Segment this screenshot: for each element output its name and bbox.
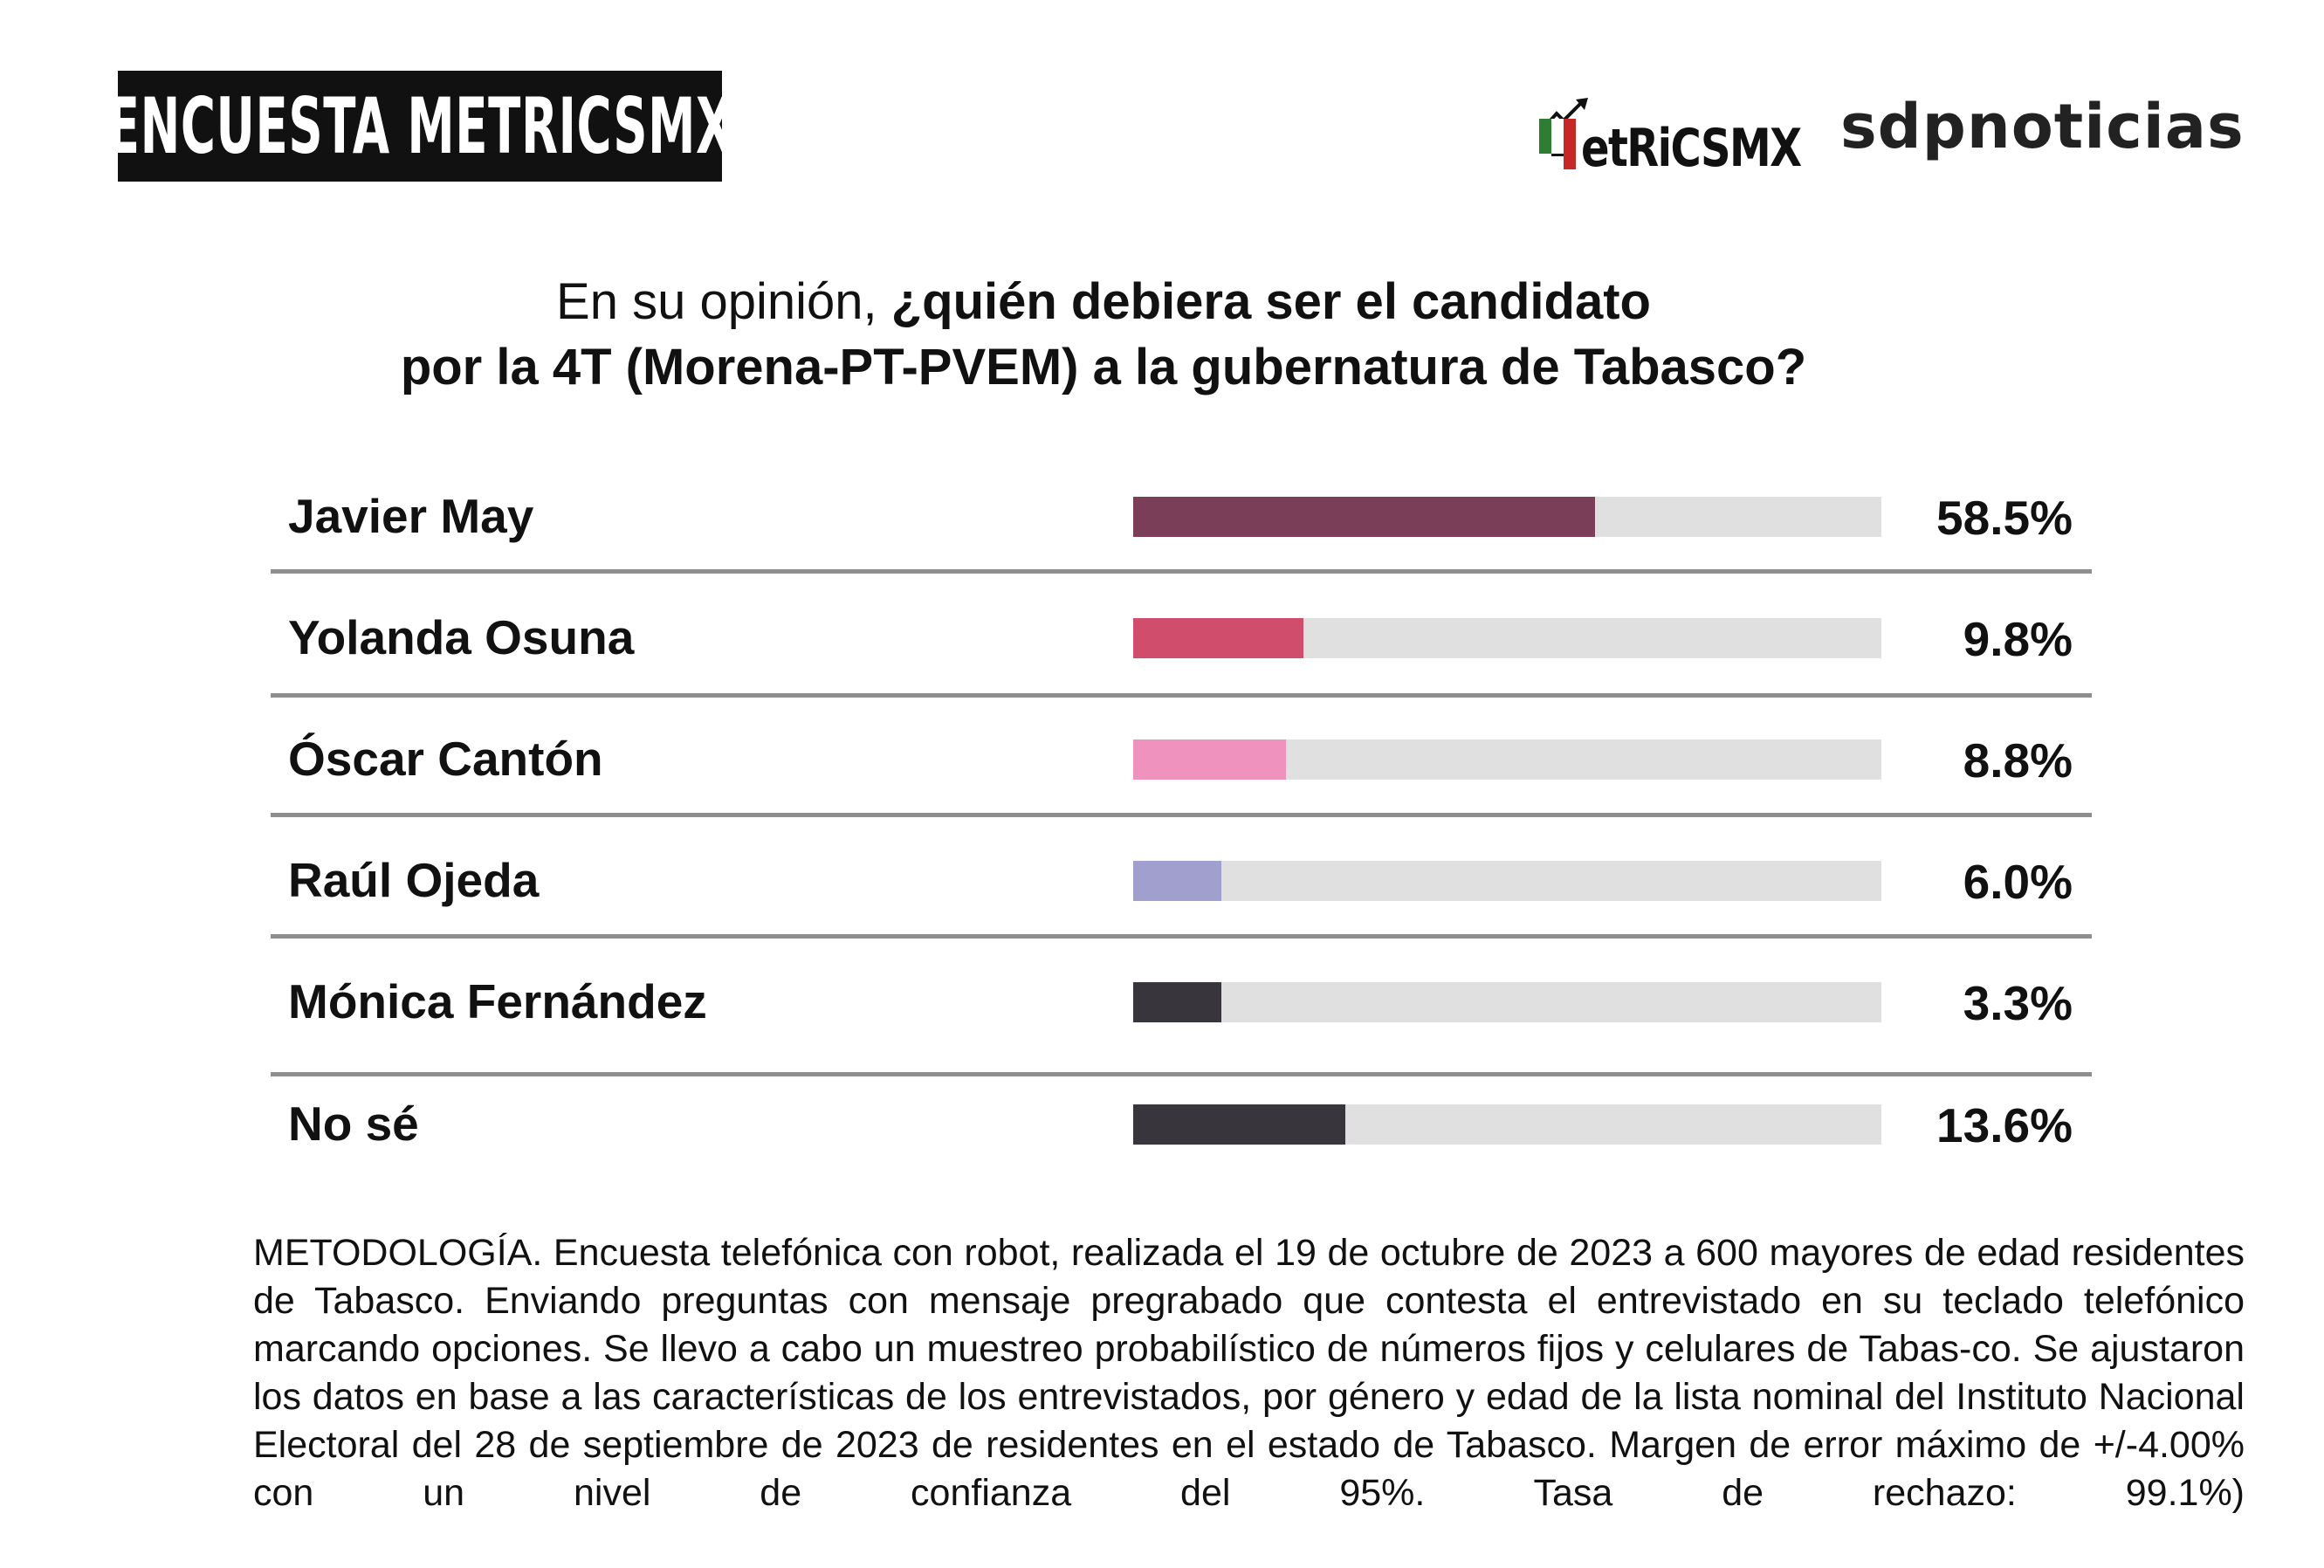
category-label: Óscar Cantón [288,732,603,786]
category-label: Mónica Fernández [288,974,707,1028]
row-divider [271,934,2092,939]
flag-bars-icon [1539,119,1576,169]
bar-track [1133,497,1881,537]
category-label: No sé [288,1097,419,1151]
bar-row: Raúl Ojeda 6.0% [0,842,2324,920]
value-label: 9.8% [1963,612,2073,666]
bar [1133,982,1222,1022]
value-label: 8.8% [1963,733,2073,787]
metricsmx-logo: etRiCSMX [1539,98,1802,175]
row-divider [271,813,2092,817]
bar-row: No sé 13.6% [0,1085,2324,1164]
row-divider [271,569,2092,574]
survey-badge-text: ENCUESTA METRICSMX [118,81,722,171]
row-divider [271,693,2092,698]
bar [1133,739,1286,780]
row-divider [271,1072,2092,1076]
bar-track [1133,739,1881,780]
bar-track [1133,982,1881,1022]
chart-title: En su opinión, ¿quién debiera ser el can… [400,273,1807,395]
value-label: 58.5% [1936,491,2073,545]
bar-track [1133,1104,1881,1145]
bar [1133,1104,1345,1145]
bar-track [1133,861,1881,901]
value-label: 13.6% [1936,1098,2073,1152]
methodology-text: METODOLOGÍA. Encuesta telefónica con rob… [253,1232,2245,1514]
bar-row: Óscar Cantón 8.8% [0,720,2324,799]
category-label: Javier May [288,489,534,543]
bar [1133,618,1304,658]
bar-row: Yolanda Osuna 9.8% [0,599,2324,677]
sdpnoticias-logo: sdpnoticias [1840,91,2245,162]
category-label: Yolanda Osuna [288,610,635,664]
value-label: 6.0% [1963,855,2073,909]
survey-badge: ENCUESTA METRICSMX [118,71,722,182]
bar [1133,497,1595,537]
bar [1133,861,1222,901]
bar-row: Javier May 58.5% [0,478,2324,556]
bar-track [1133,618,1881,658]
value-label: 3.3% [1963,976,2073,1030]
bar-row: Mónica Fernández 3.3% [0,963,2324,1042]
category-label: Raúl Ojeda [288,853,540,907]
